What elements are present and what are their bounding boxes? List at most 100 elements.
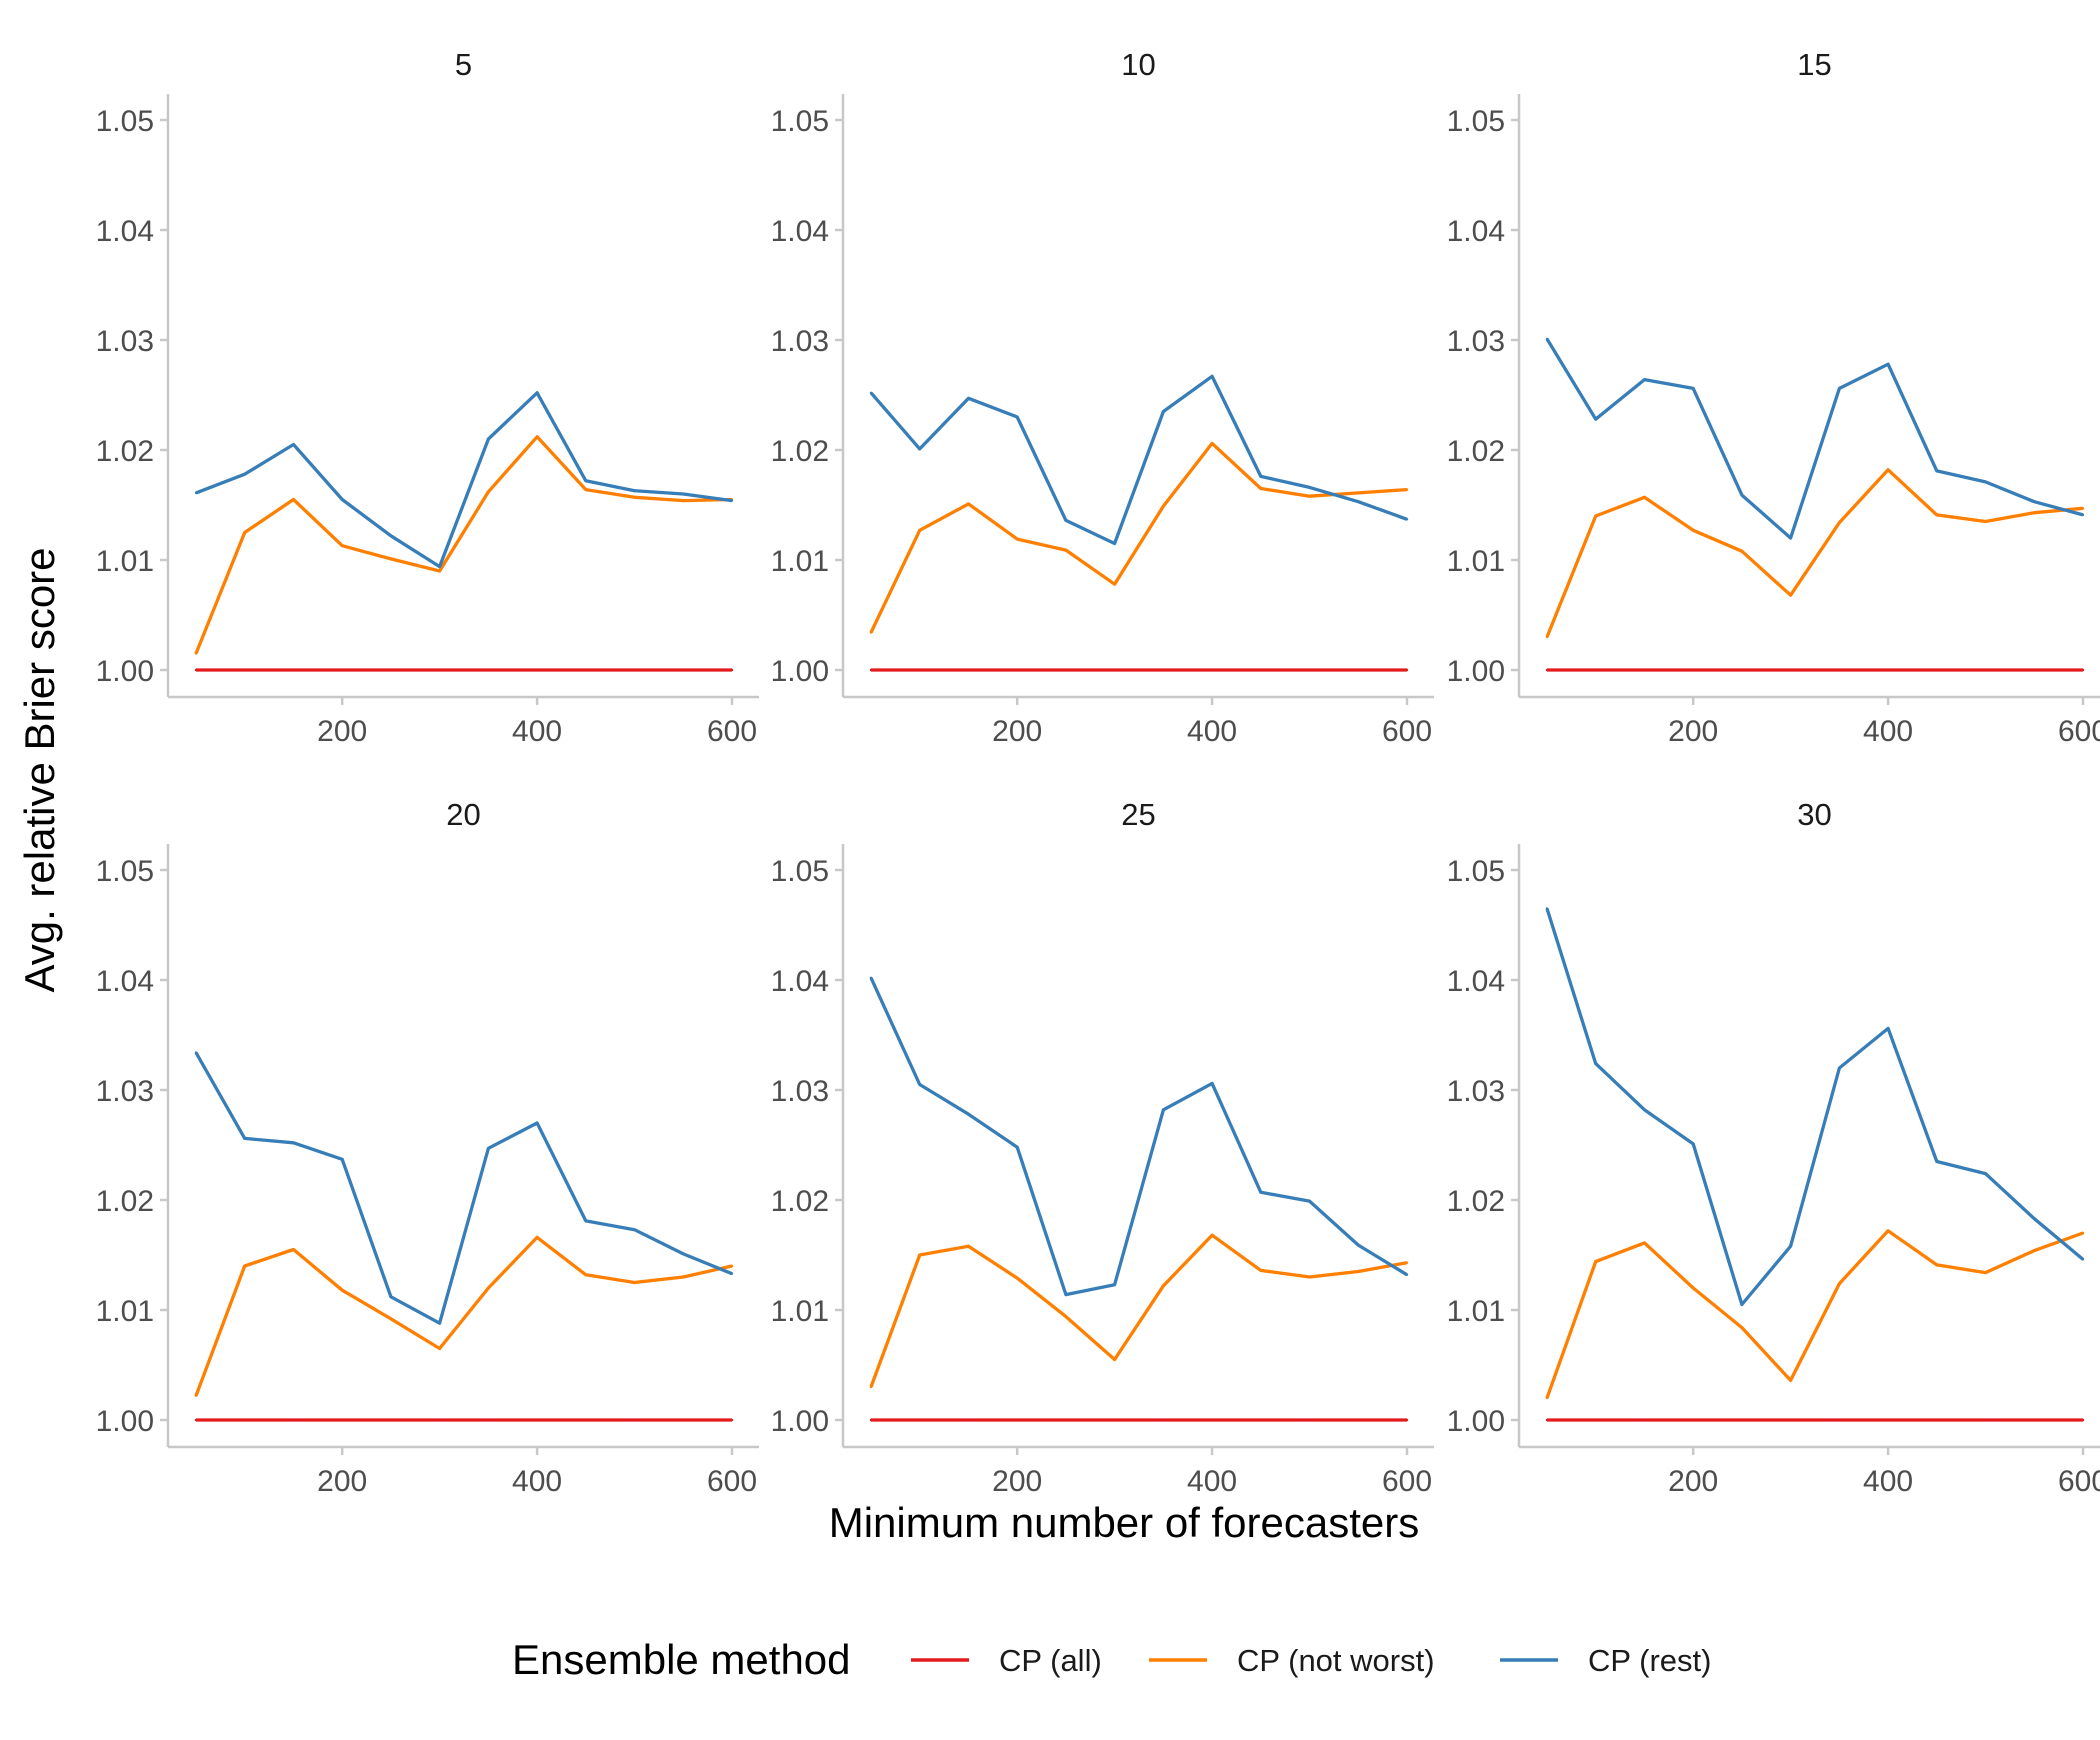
data-point [682, 1418, 685, 1422]
data-point [1740, 1326, 1744, 1329]
data-point [535, 391, 539, 394]
data-point [1886, 1229, 1890, 1233]
facet-title: 5 [455, 47, 472, 82]
x-tick-label: 400 [512, 1465, 562, 1498]
data-point [1210, 668, 1214, 672]
data-point [1405, 518, 1409, 521]
data-point [340, 498, 344, 501]
data-point [2081, 1418, 2085, 1422]
data-point [1113, 542, 1116, 545]
data-point [730, 1272, 734, 1275]
data-point [1064, 668, 1068, 672]
data-point [1691, 1418, 1695, 1422]
series-line [1545, 908, 2085, 1307]
legend-label: CP (all) [999, 1643, 1102, 1678]
data-point [243, 1264, 246, 1268]
y-tick-label: 1.01 [1447, 1295, 1505, 1328]
x-tick-label: 400 [512, 715, 562, 748]
data-point [1935, 469, 1939, 473]
facet-title: 10 [1121, 47, 1155, 82]
data-point [1015, 1276, 1019, 1280]
data-point [2033, 500, 2036, 503]
data-point [292, 498, 295, 501]
data-point [1789, 1245, 1792, 1248]
data-point [438, 569, 441, 573]
data-point [194, 1394, 198, 1398]
data-point [584, 668, 588, 672]
x-tick-label: 400 [1187, 715, 1237, 748]
data-point [1405, 1261, 1409, 1264]
data-point [2033, 668, 2036, 672]
data-point [535, 1236, 539, 1239]
facet-panel: 10 1.00 1.01 1.02 1.03 1.04 1.05 200 400 600 [771, 47, 1434, 748]
series-line [1545, 338, 2084, 540]
data-point [535, 435, 539, 438]
series-line [869, 1233, 1408, 1388]
y-tick-label: 1.04 [96, 215, 154, 248]
y-tick-label: 1.02 [1447, 1185, 1505, 1218]
data-point [633, 496, 636, 499]
data-point [340, 668, 344, 672]
data-point [1691, 529, 1695, 532]
data-point [1886, 468, 1890, 471]
x-tick-label: 200 [992, 1465, 1042, 1498]
y-tick-label: 1.02 [1447, 435, 1505, 468]
data-point [633, 668, 636, 672]
y-tick-label: 1.05 [96, 105, 154, 138]
data-point [1162, 1284, 1165, 1288]
data-point [1308, 486, 1311, 489]
data-point [194, 1418, 198, 1422]
series-line [1545, 468, 2084, 638]
data-point [1308, 668, 1311, 672]
data-point [918, 1083, 921, 1086]
data-point [194, 652, 198, 655]
data-point [487, 668, 490, 672]
data-point [1935, 1418, 1939, 1422]
data-point [1740, 668, 1744, 672]
y-tick-label: 1.05 [1447, 855, 1505, 888]
series-line [194, 1235, 733, 1397]
data-point [1886, 668, 1890, 672]
data-point [1643, 1418, 1646, 1422]
data-point [918, 529, 921, 532]
y-tick-label: 1.02 [96, 435, 154, 468]
data-point [1015, 537, 1019, 541]
data-point [1789, 668, 1792, 672]
data-point [389, 1418, 393, 1422]
data-point [1935, 1263, 1939, 1267]
y-tick-label: 1.05 [771, 105, 829, 138]
y-tick-label: 1.04 [1447, 965, 1505, 998]
data-point [243, 668, 246, 672]
y-tick-label: 1.04 [771, 965, 829, 998]
data-point [438, 1347, 441, 1350]
data-point [1691, 668, 1695, 672]
data-point [2033, 511, 2036, 514]
data-point [1259, 1269, 1263, 1272]
y-tick-label: 1.03 [771, 1075, 829, 1108]
data-point [1015, 415, 1019, 419]
data-point [194, 668, 198, 672]
facet-title: 20 [446, 797, 480, 832]
y-tick-label: 1.03 [771, 325, 829, 358]
data-point [584, 488, 588, 491]
data-point [967, 1245, 970, 1248]
data-point [918, 1418, 921, 1422]
facet-title: 25 [1121, 797, 1155, 832]
data-point [1064, 1315, 1068, 1318]
data-point [389, 557, 393, 561]
data-point [292, 1418, 295, 1422]
facet-panel: 25 1.00 1.01 1.02 1.03 1.04 1.05 200 400 600 [771, 797, 1434, 1498]
data-point [869, 1385, 873, 1389]
data-point [1210, 442, 1214, 445]
data-point [869, 668, 873, 672]
data-point [1838, 1418, 1841, 1422]
data-point [1113, 1418, 1116, 1422]
facet-panel: 20 1.00 1.01 1.02 1.03 1.04 1.05 200 400 600 [96, 797, 759, 1498]
data-point [1308, 1199, 1311, 1203]
data-point [487, 1286, 490, 1290]
data-point [487, 490, 490, 493]
x-tick-label: 400 [1863, 1465, 1913, 1498]
data-point [2081, 513, 2085, 517]
data-point [243, 473, 246, 476]
data-point [1545, 668, 1549, 672]
